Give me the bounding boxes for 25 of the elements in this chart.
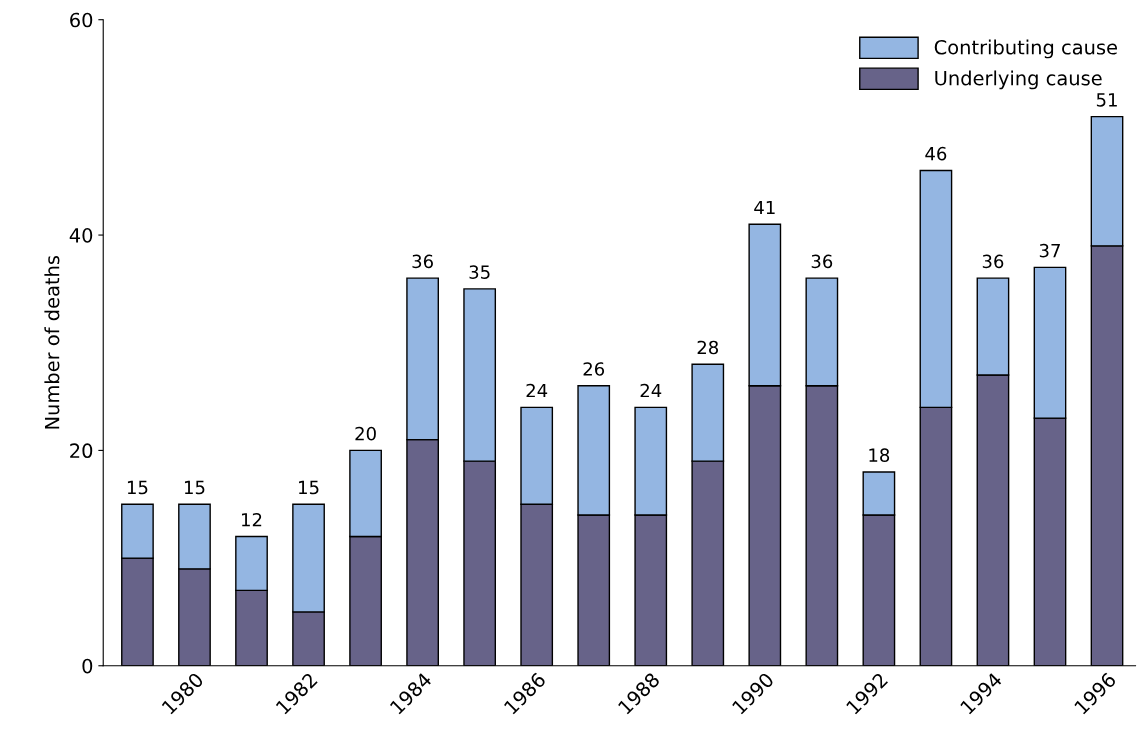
- total-label: 36: [811, 254, 833, 269]
- total-label: 46: [925, 146, 947, 161]
- total-label: 36: [412, 254, 433, 269]
- total-label: 24: [640, 383, 662, 398]
- total-label: 12: [242, 512, 262, 527]
- total-label: 15: [127, 480, 148, 495]
- y-tick-label: 0: [82, 658, 93, 674]
- legend-label: Underlying cause: [935, 70, 1102, 90]
- total-label: 36: [982, 254, 1004, 269]
- total-label: 28: [697, 340, 719, 355]
- total-label: 15: [299, 480, 319, 495]
- total-label: 51: [1096, 93, 1117, 107]
- total-label: 18: [869, 448, 890, 462]
- total-label: 24: [526, 383, 548, 398]
- total-label: 26: [583, 362, 605, 376]
- total-label: 41: [754, 200, 775, 215]
- y-tick-label: 20: [70, 443, 93, 459]
- total-label: 35: [469, 265, 490, 279]
- total-label: 15: [184, 480, 205, 495]
- total-label: 37: [1039, 243, 1060, 258]
- total-label: 20: [355, 426, 376, 441]
- y-tick-label: 40: [69, 228, 93, 243]
- y-tick-label: 60: [70, 12, 93, 28]
- legend-label: Contributing cause: [934, 39, 1117, 59]
- y-axis-title: Number of deaths: [44, 255, 60, 429]
